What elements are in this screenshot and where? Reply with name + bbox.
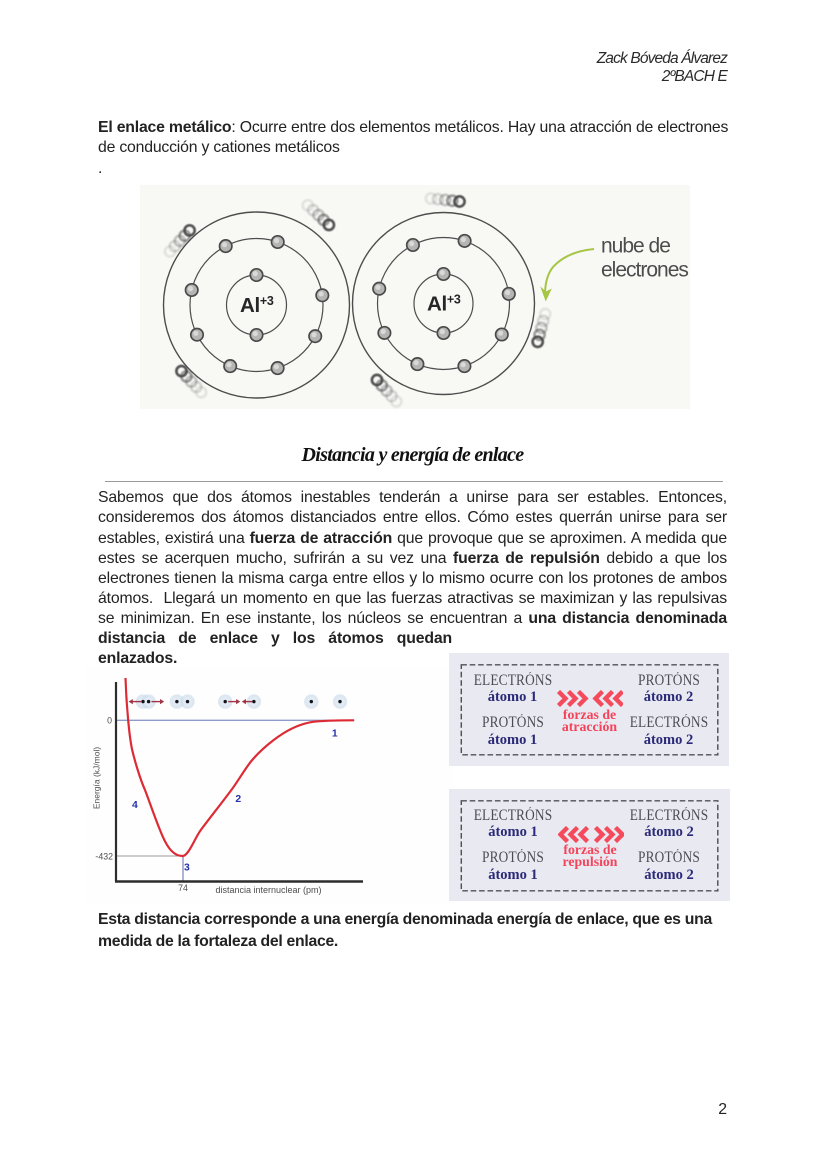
svg-text:-432: -432 xyxy=(95,852,113,862)
svg-text:electrones: electrones xyxy=(601,259,688,282)
svg-text:74: 74 xyxy=(178,883,188,893)
svg-text:nube de: nube de xyxy=(601,235,670,258)
svg-text:2: 2 xyxy=(235,794,241,805)
svg-text:distancia internuclear (pm): distancia internuclear (pm) xyxy=(216,885,322,895)
svg-text:3: 3 xyxy=(184,863,190,874)
svg-text:1: 1 xyxy=(332,729,338,740)
svg-text:0: 0 xyxy=(107,716,112,726)
svg-text:Energía (kJ/mol): Energía (kJ/mol) xyxy=(92,747,102,810)
svg-text:4: 4 xyxy=(132,800,138,811)
